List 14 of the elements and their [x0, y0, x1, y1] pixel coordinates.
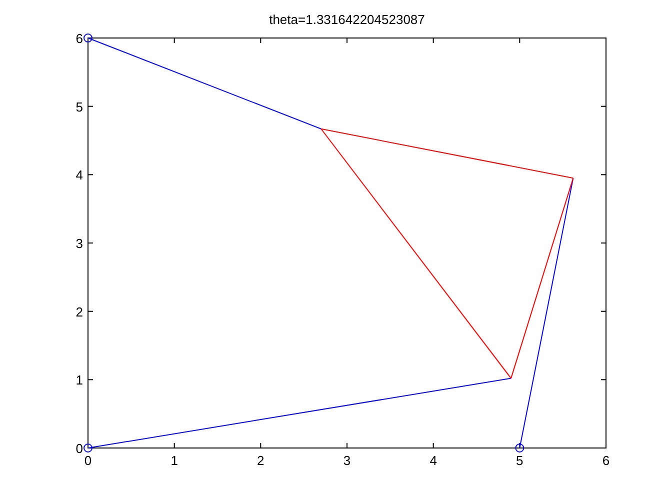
- x-tick-label: 1: [170, 453, 178, 468]
- y-tick-label: 4: [76, 168, 83, 183]
- y-tick-label: 6: [76, 31, 83, 46]
- y-tick-label: 2: [76, 304, 83, 320]
- x-tick-label: 6: [602, 453, 610, 468]
- y-tick-label: 1: [76, 372, 83, 388]
- y-tick-label: 3: [76, 236, 83, 251]
- y-tick-label: 0: [76, 441, 83, 456]
- y-tick-label: 5: [76, 99, 83, 114]
- chart-title: theta=1.331642204523087: [269, 12, 425, 27]
- x-tick-label: 3: [343, 453, 351, 468]
- x-tick-label: 5: [516, 453, 524, 468]
- x-tick-label: 4: [430, 453, 437, 468]
- x-tick-label: 2: [257, 453, 264, 468]
